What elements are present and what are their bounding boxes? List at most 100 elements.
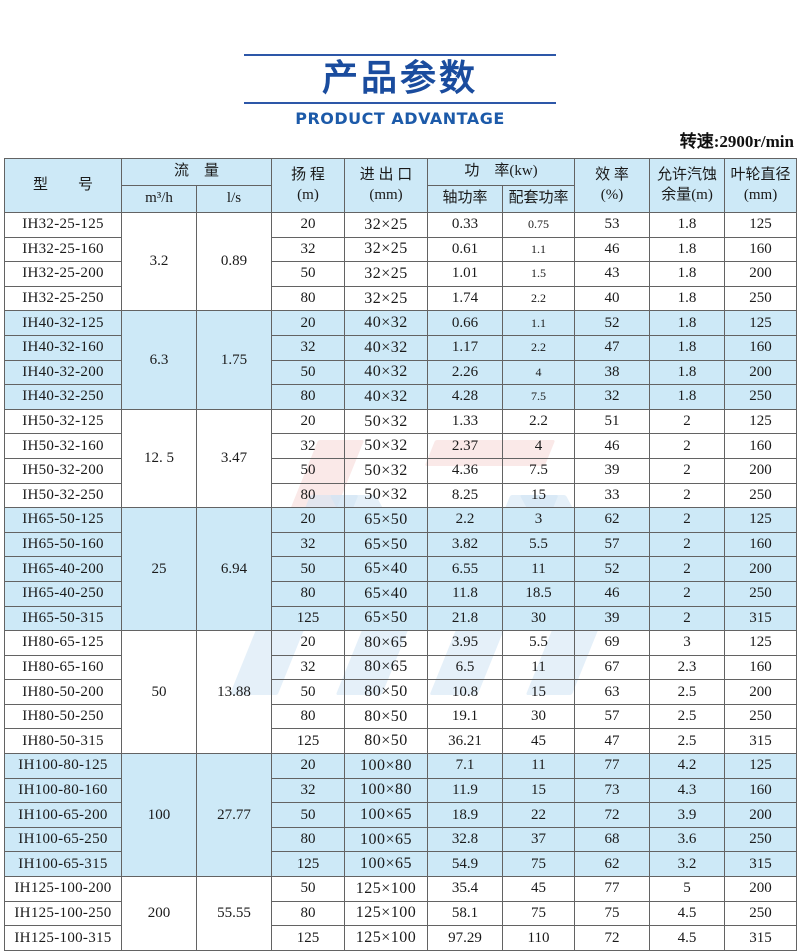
npsh-cell: 1.8 <box>649 261 726 287</box>
matched-power-cell: 15 <box>502 679 576 705</box>
page-header: 产品参数 PRODUCT ADVANTAGE <box>0 0 800 129</box>
matched-power-cell: 18.5 <box>502 580 576 607</box>
speed-note: 转速:2900r/min <box>679 132 794 151</box>
efficiency-cell: 72 <box>574 802 651 828</box>
model-cell: IH125-100-200 <box>4 876 122 902</box>
impeller-cell: 200 <box>724 359 798 386</box>
impeller-cell: 125 <box>724 310 798 336</box>
flow-m3h-cell: 6.3 <box>121 310 197 410</box>
table-row: IH40-32-200 50 40×32 2.26 4 38 1.8 200 <box>4 359 798 386</box>
head-cell: 20 <box>271 212 346 238</box>
shaft-power-cell: 1.74 <box>427 285 504 312</box>
matched-power-cell: 11 <box>502 753 576 779</box>
head-cell: 50 <box>271 556 346 582</box>
efficiency-cell: 62 <box>574 507 651 533</box>
efficiency-cell: 67 <box>574 654 651 681</box>
header-flow-m3h: m³/h <box>121 185 197 213</box>
impeller-cell: 200 <box>724 556 798 582</box>
model-cell: IH80-50-250 <box>4 703 122 730</box>
ports-cell: 50×32 <box>344 457 429 484</box>
head-cell: 32 <box>271 236 346 263</box>
shaft-power-cell: 6.55 <box>427 556 504 582</box>
head-cell: 20 <box>271 753 346 779</box>
head-cell: 20 <box>271 630 346 656</box>
head-cell: 80 <box>271 900 346 927</box>
matched-power-cell: 1.1 <box>502 310 576 336</box>
ports-cell: 100×65 <box>344 851 429 878</box>
impeller-cell: 200 <box>724 457 798 484</box>
ports-cell: 50×32 <box>344 433 429 459</box>
npsh-cell: 3.9 <box>649 802 726 828</box>
page-title: 产品参数 <box>321 58 478 99</box>
shaft-power-cell: 11.8 <box>427 580 504 607</box>
impeller-cell: 315 <box>724 605 798 632</box>
impeller-cell: 125 <box>724 408 798 435</box>
npsh-cell: 2 <box>649 433 726 459</box>
head-cell: 20 <box>271 310 346 336</box>
ports-cell: 40×32 <box>344 359 429 386</box>
header-ports: 进 出 口 (mm) <box>344 158 429 213</box>
table-row: IH100-80-160 32 100×80 11.9 15 73 4.3 160 <box>4 777 798 804</box>
impeller-cell: 315 <box>724 851 798 878</box>
flow-m3h-cell: 3.2 <box>121 211 197 312</box>
model-cell: IH125-100-250 <box>4 900 122 927</box>
model-cell: IH125-100-315 <box>4 925 122 951</box>
ports-cell: 80×50 <box>344 703 429 730</box>
ports-cell: 65×50 <box>344 605 429 632</box>
matched-power-cell: 7.5 <box>502 457 576 484</box>
model-cell: IH32-25-250 <box>4 285 122 312</box>
impeller-cell: 250 <box>724 900 798 927</box>
head-cell: 50 <box>271 876 346 902</box>
efficiency-cell: 32 <box>574 384 651 410</box>
model-cell: IH32-25-200 <box>4 261 122 287</box>
efficiency-cell: 46 <box>574 236 651 263</box>
shaft-power-cell: 0.66 <box>427 310 504 336</box>
header-efficiency: 效 率 (%) <box>574 158 651 213</box>
header-head: 扬 程 (m) <box>271 158 346 213</box>
table-row: IH100-65-200 50 100×65 18.9 22 72 3.9 200 <box>4 802 798 828</box>
efficiency-cell: 52 <box>574 310 651 336</box>
table-header: 型 号 流 量 扬 程 (m) 进 出 口 (mm) 功 率(kw) 效 率 (… <box>4 158 798 213</box>
efficiency-cell: 62 <box>574 851 651 878</box>
table-row: IH100-80-125 100 27.77 20 100×80 7.1 11 77 4.2 12… <box>4 753 798 878</box>
matched-power-cell: 5.5 <box>502 630 576 656</box>
shaft-power-cell: 35.4 <box>427 876 504 902</box>
model-cell: IH65-50-315 <box>4 605 122 632</box>
model-cell: IH40-32-250 <box>4 384 122 410</box>
matched-power-cell: 75 <box>502 851 576 878</box>
head-cell: 32 <box>271 334 346 361</box>
header-power: 功 率(kw) <box>427 158 576 186</box>
matched-power-cell: 1.5 <box>502 261 576 287</box>
model-cell: IH80-50-200 <box>4 679 122 705</box>
npsh-cell: 2 <box>649 457 726 484</box>
matched-power-cell: 5.5 <box>502 531 576 558</box>
efficiency-cell: 47 <box>574 728 651 755</box>
table-row: IH125-100-250 80 125×100 58.1 75 75 4.5 250 <box>4 900 798 927</box>
matched-power-cell: 110 <box>502 925 576 951</box>
shaft-power-cell: 2.2 <box>427 507 504 533</box>
impeller-cell: 315 <box>724 925 798 951</box>
flow-m3h-cell: 12. 5 <box>121 408 197 509</box>
head-cell: 32 <box>271 531 346 558</box>
matched-power-cell: 2.2 <box>502 334 576 361</box>
impeller-cell: 125 <box>724 630 798 656</box>
head-cell: 80 <box>271 482 346 509</box>
impeller-cell: 160 <box>724 433 798 459</box>
impeller-cell: 250 <box>724 826 798 853</box>
impeller-cell: 250 <box>724 384 798 410</box>
shaft-power-cell: 1.01 <box>427 261 504 287</box>
ports-cell: 100×65 <box>344 826 429 853</box>
matched-power-cell: 3 <box>502 507 576 533</box>
flow-m3h-cell: 25 <box>121 507 197 632</box>
shaft-power-cell: 8.25 <box>427 482 504 509</box>
table-row: IH40-32-125 6.3 1.75 20 40×32 0.66 1.1 52 1.8 125 <box>4 310 798 410</box>
flow-ls-cell: 13.88 <box>195 630 273 755</box>
model-cell: IH32-25-125 <box>4 212 122 238</box>
model-cell: IH65-40-250 <box>4 580 122 607</box>
head-cell: 80 <box>271 703 346 730</box>
flow-m3h-cell: 200 <box>121 876 197 951</box>
shaft-power-cell: 3.95 <box>427 630 504 656</box>
efficiency-cell: 33 <box>574 482 651 509</box>
matched-power-cell: 11 <box>502 556 576 582</box>
title-rule-top <box>244 54 556 56</box>
